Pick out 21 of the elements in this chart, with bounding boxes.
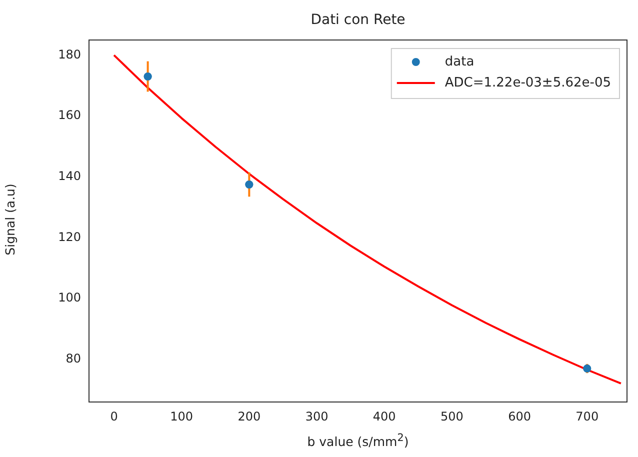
x-tick-label: 500 bbox=[440, 409, 464, 424]
x-tick-label: 100 bbox=[170, 409, 194, 424]
legend-label: data bbox=[444, 54, 474, 70]
x-tick-label: 600 bbox=[508, 409, 531, 424]
x-tick-label: 400 bbox=[372, 409, 396, 424]
x-tick-label: 200 bbox=[238, 409, 261, 424]
point bbox=[144, 72, 152, 81]
y-tick-label: 120 bbox=[58, 230, 81, 244]
x-tick-label: 0 bbox=[110, 409, 118, 424]
y-tick-label: 140 bbox=[58, 169, 81, 184]
x-axis-title: b value (s/mm$^{2}$) bbox=[306, 432, 410, 450]
y-tick-label: 100 bbox=[58, 290, 81, 305]
legend-label: ADC=1.22e-03±5.62e-05 bbox=[444, 75, 612, 90]
y-axis-title: Signal (a.u) bbox=[2, 182, 18, 258]
y-tick-label: 180 bbox=[58, 47, 81, 62]
y-tick-label: 160 bbox=[58, 108, 81, 122]
x-tick-label: 300 bbox=[305, 409, 328, 424]
y-tick-label: 80 bbox=[66, 352, 81, 366]
chart-title: Dati con Rete bbox=[310, 12, 406, 28]
point bbox=[245, 180, 254, 188]
x-tick-label: 700 bbox=[576, 409, 599, 424]
